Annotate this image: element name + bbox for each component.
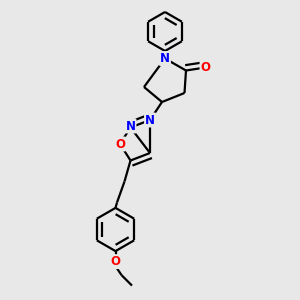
Text: O: O (110, 255, 121, 268)
Text: N: N (145, 113, 155, 127)
Text: O: O (115, 137, 125, 151)
Text: O: O (200, 61, 211, 74)
Text: N: N (125, 119, 136, 133)
Text: N: N (160, 52, 170, 65)
